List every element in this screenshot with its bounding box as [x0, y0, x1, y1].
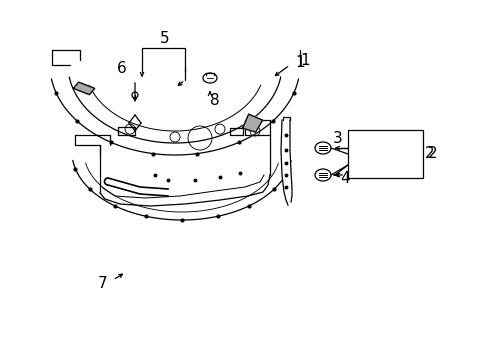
Polygon shape: [281, 120, 291, 205]
Text: 6: 6: [117, 60, 126, 76]
Text: 8: 8: [210, 93, 220, 108]
Text: 1: 1: [300, 53, 309, 68]
Text: 3: 3: [332, 131, 342, 145]
Text: 3: 3: [357, 135, 365, 149]
Text: 2: 2: [425, 145, 434, 161]
Text: 1: 1: [295, 54, 304, 69]
Bar: [347, 130, 422, 178]
Polygon shape: [242, 114, 262, 132]
Text: 7: 7: [98, 275, 107, 291]
Text: 4: 4: [355, 168, 363, 181]
Text: 5: 5: [160, 31, 169, 45]
Text: 2: 2: [427, 145, 437, 161]
Text: 4: 4: [340, 171, 349, 185]
Polygon shape: [73, 82, 95, 95]
